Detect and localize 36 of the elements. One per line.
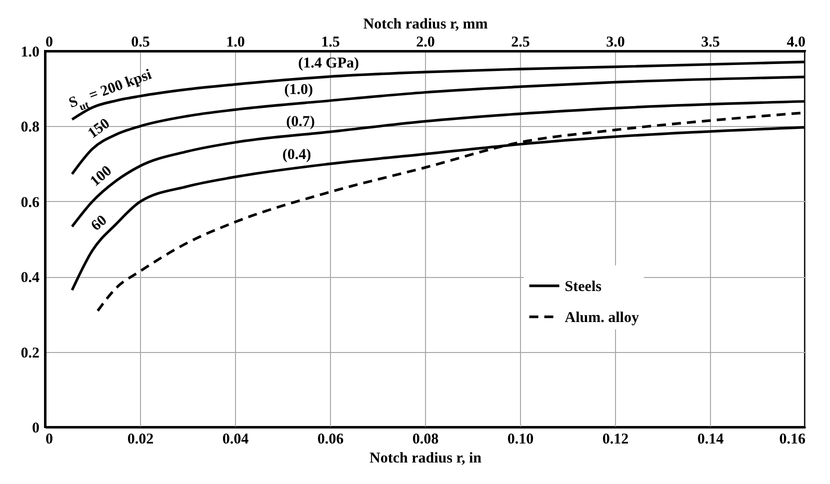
x2-tick-label: 2.5	[511, 34, 530, 50]
x-tick-label: 0	[46, 432, 53, 448]
x2-tick-label: 0	[46, 34, 53, 50]
x2-tick-label: 1.5	[321, 34, 340, 50]
x-tick-label: 0.06	[317, 432, 344, 448]
legend-label: Alum. alloy	[564, 310, 640, 326]
x2-tick-label: 1.0	[226, 34, 245, 50]
annotation: 100	[87, 163, 116, 190]
x2-tick-label: 2.0	[416, 34, 435, 50]
annotation: (1.4 GPa)	[298, 56, 359, 72]
annotation: (1.0)	[284, 82, 314, 98]
x2-tick-label: 3.0	[606, 34, 625, 50]
y-tick-label: 1.0	[20, 44, 40, 60]
legend-label: Steels	[564, 278, 602, 295]
y-tick-label: 0.6	[20, 194, 40, 211]
annotation: 150	[85, 116, 113, 142]
x-tick-label: 0.14	[697, 432, 724, 448]
y-tick-label: 0	[32, 420, 40, 436]
x2-axis-title: Notch radius r, mm	[363, 16, 488, 32]
annotation: (0.7)	[286, 114, 315, 130]
x2-tick-label: 3.5	[701, 34, 720, 50]
x2-tick-label: 0.5	[131, 34, 150, 50]
y-tick-label: 0.8	[20, 120, 40, 136]
x2-tick-label: 4.0	[786, 34, 806, 50]
y-tick-label: 0.4	[20, 270, 40, 286]
x-tick-label: 0.16	[779, 432, 806, 448]
x-tick-label: 0.12	[602, 432, 629, 448]
x-tick-label: 0.08	[412, 432, 439, 448]
y-tick-label: 0.2	[20, 345, 40, 362]
x-tick-label: 0.04	[222, 432, 250, 448]
x-axis-title: Notch radius r, in	[370, 450, 482, 466]
annotation: S$_{ut}$ = 200 kpsi	[66, 66, 154, 113]
x-tick-label: 0.10	[507, 432, 534, 448]
annotation: (0.4)	[282, 146, 312, 163]
x-tick-label: 0.02	[127, 432, 154, 448]
annotation: 60	[88, 212, 110, 234]
